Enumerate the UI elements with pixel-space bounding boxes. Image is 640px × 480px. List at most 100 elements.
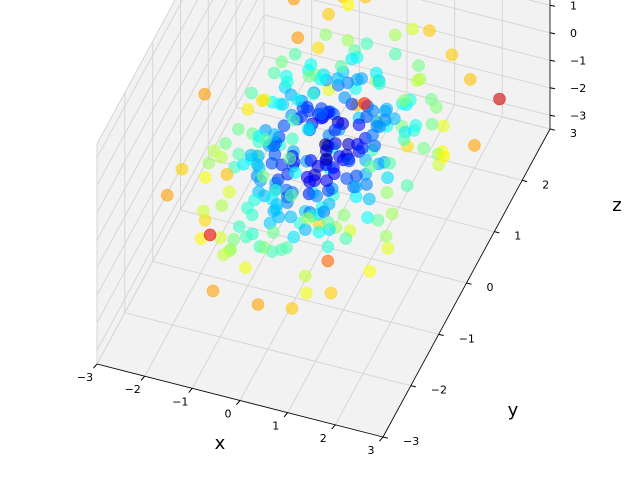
scatter-point — [246, 208, 259, 222]
z-tick — [549, 59, 556, 62]
y-gridline — [152, 41, 439, 335]
scatter-point — [251, 298, 265, 311]
y-gridline — [180, 0, 467, 284]
y-tick — [494, 231, 500, 234]
z-gridline — [96, 41, 551, 351]
scatter-point — [197, 204, 210, 218]
scatter-point — [410, 74, 424, 87]
scatter-point — [257, 241, 271, 254]
z-tick-label: −3 — [570, 109, 586, 122]
y-tick-label: −1 — [459, 332, 475, 345]
scatter-point — [468, 139, 481, 152]
scatter-point — [425, 118, 439, 131]
z-gridline — [96, 0, 551, 241]
y-tick — [410, 385, 416, 388]
scatter-point — [359, 0, 372, 4]
x-tick-label: −2 — [125, 383, 141, 396]
y-tick-label: 3 — [570, 127, 577, 140]
scatter-point — [303, 175, 317, 189]
scatter-point — [436, 119, 450, 133]
scatter-point — [397, 133, 411, 146]
scatter-point — [463, 73, 477, 86]
scatter-point — [266, 226, 280, 239]
y-tick — [522, 179, 528, 183]
scatter-point — [380, 186, 394, 199]
z-gridline — [96, 0, 551, 269]
scatter-point — [240, 230, 253, 244]
scatter-point — [373, 77, 386, 90]
scatter-point — [423, 24, 436, 37]
scatter-point — [341, 33, 355, 47]
scatter-point — [220, 168, 234, 181]
scatter-point — [385, 207, 399, 221]
x-tick — [379, 436, 384, 442]
x-tick — [331, 424, 336, 430]
scatter-point — [202, 156, 216, 170]
scatter-point — [206, 284, 220, 298]
scatter-point — [321, 254, 335, 268]
scatter-point — [160, 188, 174, 202]
z-tick-label: 1 — [570, 0, 577, 12]
scatter-point — [280, 241, 293, 254]
scatter-point — [361, 211, 374, 224]
scatter-point — [321, 216, 335, 229]
scatter-point — [356, 141, 369, 155]
scatter-point — [306, 87, 320, 101]
scatter-point — [381, 171, 394, 184]
scatter-point — [493, 92, 506, 106]
scatter-point — [256, 170, 270, 183]
scatter-point — [276, 98, 290, 111]
scatter-point — [360, 37, 374, 50]
scatter-point — [215, 151, 228, 164]
scatter-point — [277, 119, 291, 133]
scatter-point — [289, 166, 302, 179]
z-tick — [549, 114, 556, 117]
scatter-point — [345, 52, 359, 66]
scatter-point — [339, 232, 353, 245]
scatter-point — [267, 66, 281, 80]
scatter-point — [437, 150, 451, 163]
scatter-point — [265, 157, 279, 170]
scatter-point — [259, 133, 272, 146]
y-axis-label: y — [508, 400, 519, 421]
scatter-point — [301, 123, 315, 136]
z-tick — [549, 87, 556, 90]
scatter-point — [287, 0, 301, 6]
scatter-point — [338, 91, 352, 104]
scatter-point — [328, 137, 342, 150]
scatter-point — [287, 230, 301, 244]
scatter-point — [388, 47, 402, 61]
scatter-point — [312, 225, 326, 239]
scatter-point — [342, 154, 356, 168]
scatter-point — [215, 199, 228, 212]
scatter-point — [233, 220, 246, 233]
scatter-point — [320, 152, 333, 166]
scatter-point — [417, 141, 430, 155]
scatter-point — [400, 179, 414, 192]
scatter-point — [286, 132, 299, 146]
scatter-point — [217, 248, 230, 262]
scatter-point — [175, 162, 189, 176]
scatter-point — [368, 139, 382, 153]
scatter-point — [337, 208, 351, 222]
scatter-point — [248, 193, 261, 207]
tick-marks — [93, 4, 556, 442]
scatter-point — [198, 87, 211, 101]
z-axis-label: z — [612, 195, 621, 216]
scatter-point — [311, 41, 325, 55]
scatter-point — [363, 264, 377, 278]
scatter-point — [445, 48, 459, 62]
y-gridline — [263, 0, 551, 130]
scatter-point — [284, 189, 298, 202]
scatter-point — [232, 147, 246, 161]
scatter-point — [409, 119, 423, 132]
scatter-point — [362, 192, 376, 206]
x-tick-label: −3 — [77, 371, 93, 384]
scatter-point — [301, 212, 315, 225]
scatter-point — [331, 72, 345, 85]
x-tick — [93, 363, 98, 369]
z-gridline — [96, 0, 199, 186]
scatter-point — [341, 0, 355, 12]
scatter-point — [349, 180, 363, 194]
scatter-point — [320, 174, 334, 187]
